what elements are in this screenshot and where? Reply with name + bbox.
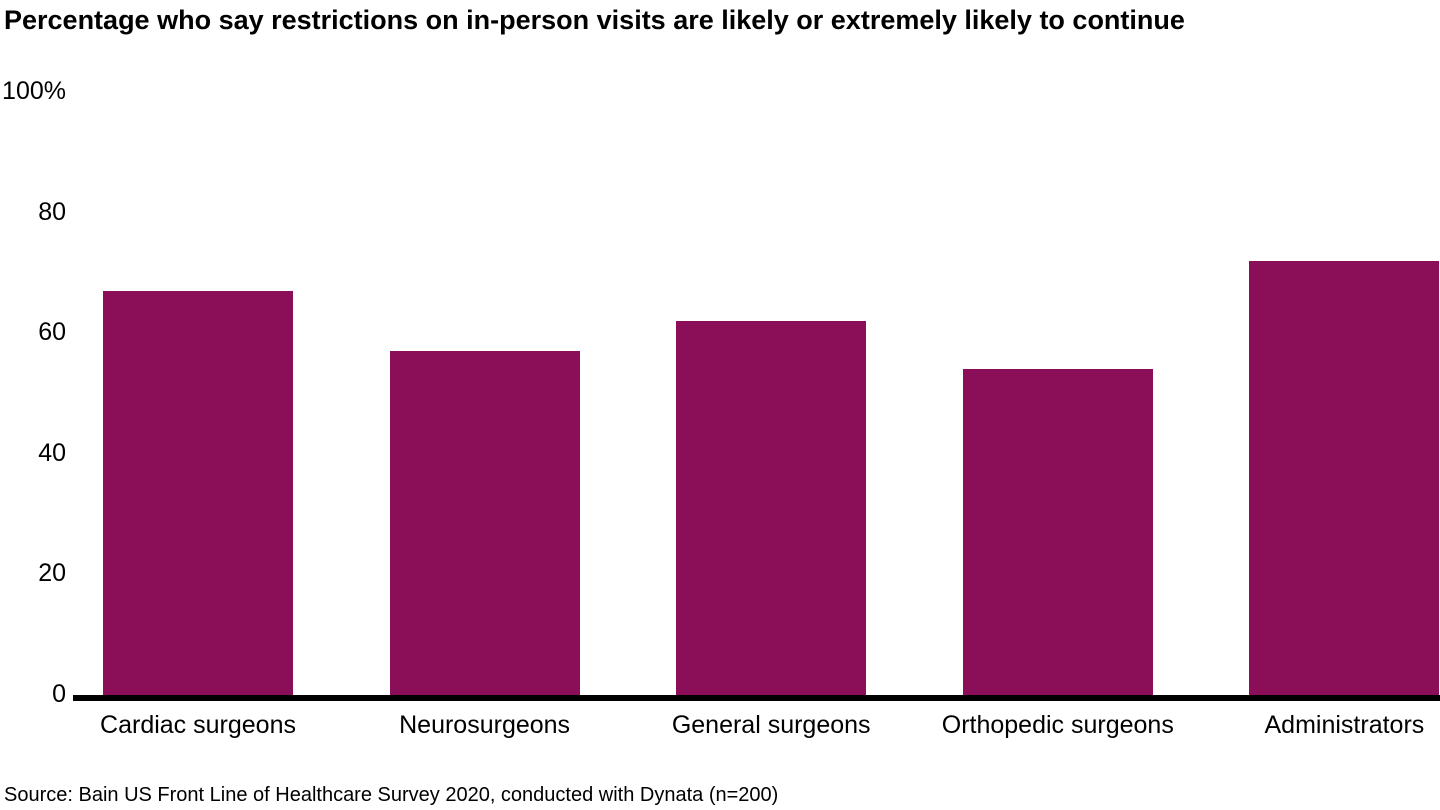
- bar: [103, 290, 293, 695]
- y-axis-tick-label: 20: [38, 559, 66, 588]
- bar: [389, 351, 580, 695]
- chart-title: Percentage who say restrictions on in-pe…: [4, 5, 1185, 35]
- y-axis-tick-label: 100%: [2, 76, 66, 105]
- source-note: Source: Bain US Front Line of Healthcare…: [4, 784, 779, 806]
- y-axis-tick-label: 80: [38, 197, 66, 226]
- x-axis-label: Neurosurgeons: [399, 711, 571, 739]
- x-axis-line: [73, 695, 1440, 701]
- bar: [1249, 260, 1440, 695]
- x-axis-label: Administrators: [1264, 711, 1425, 739]
- x-axis-label: Orthopedic surgeons: [941, 711, 1174, 739]
- bar: [676, 321, 867, 695]
- y-axis-tick-label: 40: [38, 438, 66, 467]
- bar: [962, 369, 1153, 695]
- x-axis-label: Cardiac surgeons: [100, 711, 296, 739]
- y-axis: 100% 80 60 40 20 0: [0, 0, 66, 810]
- y-axis-tick-label: 60: [38, 318, 66, 347]
- y-axis-tick-label: 0: [52, 679, 66, 708]
- x-axis-label: General surgeons: [671, 711, 871, 739]
- x-axis-labels: Cardiac surgeons Neurosurgeons General sur…: [0, 711, 1440, 747]
